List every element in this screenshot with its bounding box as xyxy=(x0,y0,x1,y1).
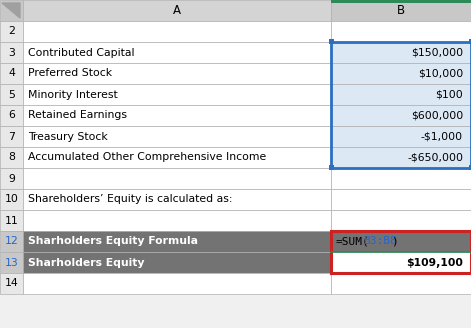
Bar xyxy=(331,63,471,84)
Bar xyxy=(0,210,23,231)
Polygon shape xyxy=(2,3,20,18)
Bar xyxy=(23,105,331,126)
Bar xyxy=(0,252,23,273)
Text: 12: 12 xyxy=(5,236,18,247)
Text: Minority Interest: Minority Interest xyxy=(28,90,118,99)
Bar xyxy=(331,21,471,42)
Bar xyxy=(0,84,23,105)
Bar xyxy=(23,231,331,252)
Text: 6: 6 xyxy=(8,111,15,120)
Bar xyxy=(23,147,331,168)
Text: B3:B8: B3:B8 xyxy=(363,236,397,247)
Text: 13: 13 xyxy=(5,257,18,268)
Bar xyxy=(469,39,471,44)
Bar xyxy=(23,189,331,210)
Text: 2: 2 xyxy=(8,27,15,36)
Text: Retained Earnings: Retained Earnings xyxy=(28,111,127,120)
Bar xyxy=(331,42,471,63)
Text: $600,000: $600,000 xyxy=(411,111,463,120)
Bar xyxy=(0,168,23,189)
Text: 5: 5 xyxy=(8,90,15,99)
Text: 4: 4 xyxy=(8,69,15,78)
Bar xyxy=(0,105,23,126)
Text: Sharholders Equity Formula: Sharholders Equity Formula xyxy=(28,236,198,247)
Text: =SUM(: =SUM( xyxy=(336,236,370,247)
Text: 11: 11 xyxy=(5,215,18,226)
Bar xyxy=(0,0,23,21)
Bar xyxy=(23,273,331,294)
Text: -$650,000: -$650,000 xyxy=(407,153,463,162)
Bar xyxy=(23,63,331,84)
Text: 10: 10 xyxy=(5,195,18,204)
Text: 8: 8 xyxy=(8,153,15,162)
Bar xyxy=(0,231,23,252)
Text: $150,000: $150,000 xyxy=(411,48,463,57)
Bar xyxy=(23,126,331,147)
Bar xyxy=(331,126,471,147)
Bar xyxy=(23,84,331,105)
Text: ): ) xyxy=(391,236,398,247)
Text: $10,000: $10,000 xyxy=(418,69,463,78)
Bar xyxy=(0,147,23,168)
Bar xyxy=(0,63,23,84)
Text: Shareholders’ Equity is calculated as:: Shareholders’ Equity is calculated as: xyxy=(28,195,233,204)
Bar xyxy=(331,231,471,252)
Bar xyxy=(0,42,23,63)
Text: 9: 9 xyxy=(8,174,15,183)
Text: Sharholders Equity: Sharholders Equity xyxy=(28,257,145,268)
Bar xyxy=(331,0,471,21)
Bar xyxy=(469,165,471,170)
Bar xyxy=(331,273,471,294)
Text: B: B xyxy=(397,4,405,17)
Text: Contributed Capital: Contributed Capital xyxy=(28,48,135,57)
Bar xyxy=(23,21,331,42)
Bar xyxy=(331,189,471,210)
Text: Accumulated Other Comprehensive Income: Accumulated Other Comprehensive Income xyxy=(28,153,266,162)
Text: 3: 3 xyxy=(8,48,15,57)
Text: 7: 7 xyxy=(8,132,15,141)
Bar xyxy=(331,210,471,231)
Bar xyxy=(331,231,471,273)
Bar xyxy=(331,42,471,168)
Text: $109,100: $109,100 xyxy=(406,257,463,268)
Bar xyxy=(23,168,331,189)
Bar xyxy=(0,273,23,294)
Text: $100: $100 xyxy=(435,90,463,99)
Bar xyxy=(331,147,471,168)
Bar xyxy=(23,252,331,273)
Text: 14: 14 xyxy=(5,278,18,289)
Bar xyxy=(331,252,471,273)
Text: Treasury Stock: Treasury Stock xyxy=(28,132,108,141)
Bar xyxy=(23,0,331,21)
Text: -$1,000: -$1,000 xyxy=(421,132,463,141)
Bar xyxy=(23,42,331,63)
Text: A: A xyxy=(173,4,181,17)
Bar xyxy=(331,84,471,105)
Bar xyxy=(331,168,471,189)
Bar xyxy=(329,39,334,44)
Bar xyxy=(0,21,23,42)
Bar xyxy=(23,210,331,231)
Bar xyxy=(329,165,334,170)
Bar xyxy=(0,126,23,147)
Bar xyxy=(331,0,471,3)
Bar xyxy=(331,105,471,126)
Text: Preferred Stock: Preferred Stock xyxy=(28,69,112,78)
Bar xyxy=(0,189,23,210)
